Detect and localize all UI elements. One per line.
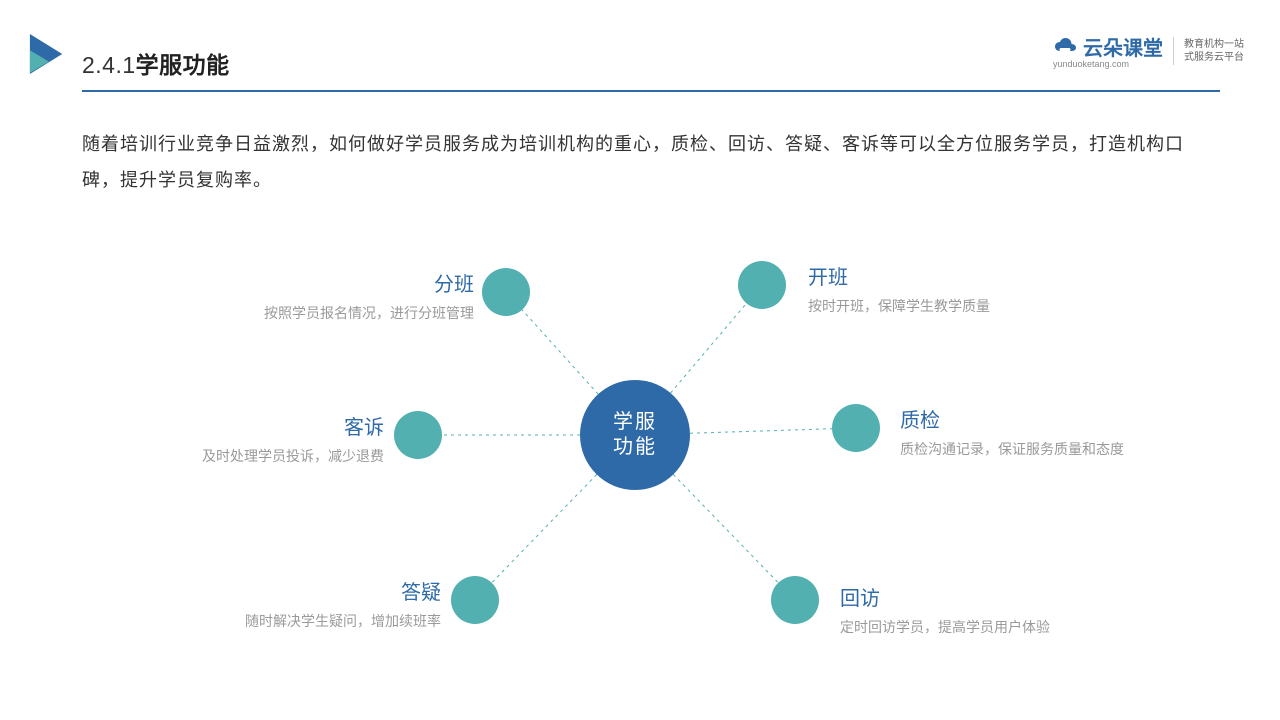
label-kaiban-title: 开班 <box>808 261 990 290</box>
node-kesu: ¥ <box>394 411 442 459</box>
intro-paragraph: 随着培训行业竞争日益激烈，如何做好学员服务成为培训机构的重心，质检、回访、答疑、… <box>82 126 1216 198</box>
label-kesu-desc: 及时处理学员投诉，减少退费 <box>202 446 384 466</box>
node-dayi: ? <box>451 576 499 624</box>
label-huifang: 回访定时回访学员，提高学员用户体验 <box>840 582 1050 637</box>
label-kaiban-desc: 按时开班，保障学生教学质量 <box>808 296 990 316</box>
title-block: 2.4.1学服功能 <box>82 46 1220 92</box>
hub-spoke-diagram: 学服功能 分班按照学员报名情况，进行分班管理 ¥ 客诉及时处理学员投诉，减少退费… <box>0 210 1280 710</box>
label-dayi: 答疑随时解决学生疑问，增加续班率 <box>245 576 441 631</box>
corner-logo-icon <box>28 32 66 76</box>
node-zhijian <box>832 404 880 452</box>
page-title: 2.4.1学服功能 <box>82 46 1220 80</box>
label-kesu: 客诉及时处理学员投诉，减少退费 <box>202 411 384 466</box>
label-zhijian: 质检质检沟通记录，保证服务质量和态度 <box>900 404 1124 459</box>
label-zhijian-title: 质检 <box>900 404 1124 433</box>
label-huifang-desc: 定时回访学员，提高学员用户体验 <box>840 617 1050 637</box>
section-number: 2.4.1 <box>82 52 136 78</box>
label-dayi-desc: 随时解决学生疑问，增加续班率 <box>245 611 441 631</box>
label-dayi-title: 答疑 <box>245 576 441 605</box>
node-huifang <box>771 576 819 624</box>
node-fenban <box>482 268 530 316</box>
label-zhijian-desc: 质检沟通记录，保证服务质量和态度 <box>900 439 1124 459</box>
label-kesu-title: 客诉 <box>202 411 384 440</box>
node-kaiban <box>738 261 786 309</box>
label-kaiban: 开班按时开班，保障学生教学质量 <box>808 261 990 316</box>
label-fenban: 分班按照学员报名情况，进行分班管理 <box>264 268 474 323</box>
label-fenban-desc: 按照学员报名情况，进行分班管理 <box>264 303 474 323</box>
title-underline <box>82 90 1220 92</box>
section-name: 学服功能 <box>136 52 230 78</box>
label-huifang-title: 回访 <box>840 582 1050 611</box>
label-fenban-title: 分班 <box>264 268 474 297</box>
